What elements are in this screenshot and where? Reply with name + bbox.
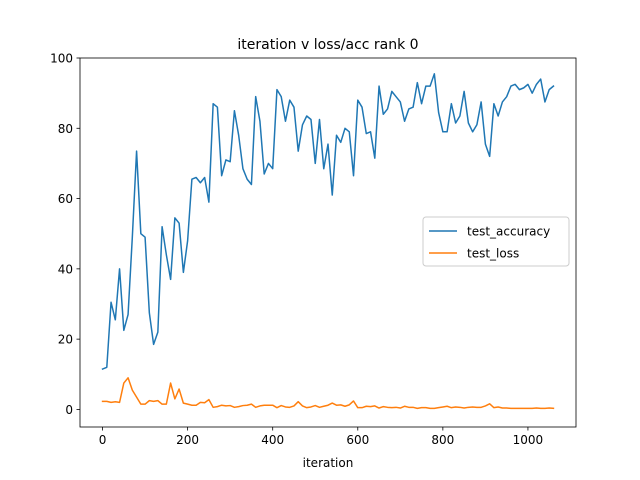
y-tick-label: 60 (58, 192, 73, 206)
x-tick-label: 800 (431, 433, 454, 447)
series-line-test-loss (101, 377, 555, 410)
x-axis-label: iteration (303, 456, 354, 470)
axes-frame (79, 57, 577, 428)
chart-title: iteration v loss/acc rank 0 (237, 37, 418, 53)
y-tick-label: 80 (58, 122, 73, 136)
x-tick-label: 600 (346, 433, 369, 447)
x-tick-label: 1000 (513, 433, 544, 447)
legend-box (422, 216, 570, 267)
y-tick-label: 100 (50, 52, 73, 66)
legend-label-test-accuracy: test_accuracy (467, 225, 550, 239)
x-tick-label: 200 (176, 433, 199, 447)
y-tick-label: 40 (58, 262, 73, 276)
x-tick-label: 400 (261, 433, 284, 447)
legend: test_accuracy test_loss (422, 216, 570, 267)
y-tick-label: 20 (58, 333, 73, 347)
plot-area: 0 200 400 600 800 1000 0 20 40 60 80 100 (50, 52, 577, 447)
series-line-test-accuracy (101, 73, 555, 370)
x-tick-label: 0 (99, 433, 107, 447)
legend-label-test-loss: test_loss (467, 247, 519, 261)
y-tick-label: 0 (65, 403, 73, 417)
